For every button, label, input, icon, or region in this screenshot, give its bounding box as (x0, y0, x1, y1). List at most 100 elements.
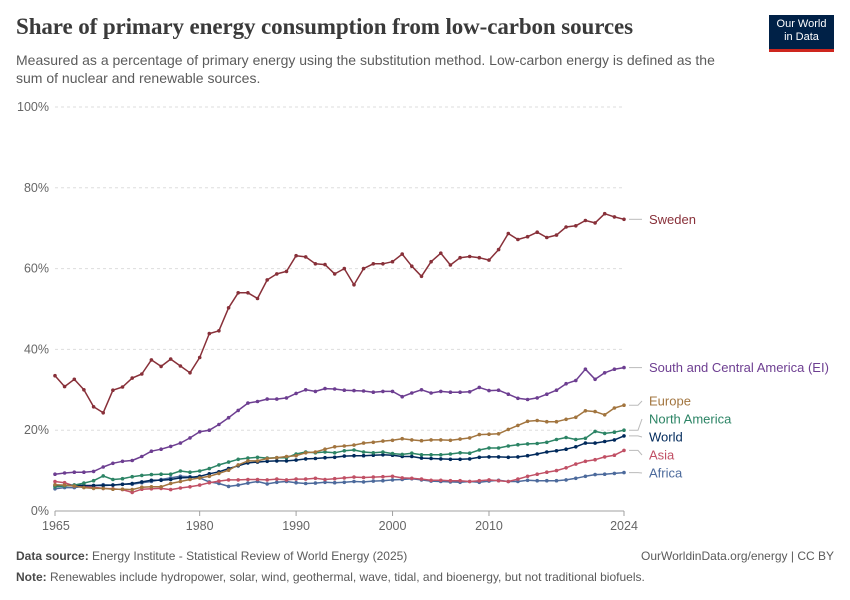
logo-line-1: Our World (776, 18, 827, 30)
data-point (159, 485, 163, 489)
data-point (246, 456, 250, 460)
data-point (525, 442, 530, 446)
data-point (91, 486, 96, 491)
data-point (332, 476, 337, 481)
data-point (197, 355, 202, 360)
data-point (506, 479, 511, 484)
series-label: South and Central America (EI) (649, 360, 829, 375)
data-point (574, 415, 578, 420)
data-point (602, 455, 607, 459)
data-point (207, 480, 212, 485)
data-point (477, 432, 482, 437)
data-point (612, 438, 617, 442)
data-point (400, 394, 405, 399)
data-point (197, 469, 202, 473)
data-point (448, 478, 453, 483)
data-point (535, 441, 539, 446)
data-point (188, 477, 192, 482)
data-point (400, 452, 405, 457)
data-point (564, 435, 568, 440)
data-point (91, 478, 96, 483)
data-point (149, 472, 154, 477)
data-point (506, 444, 511, 448)
data-point (419, 388, 424, 392)
data-point (265, 482, 270, 486)
data-source-label: Data source: (16, 549, 89, 563)
data-point (101, 483, 105, 488)
data-point (583, 409, 588, 413)
data-point (535, 396, 539, 400)
data-point (390, 451, 395, 456)
data-point (622, 428, 626, 433)
data-point (53, 373, 57, 378)
data-point (72, 484, 77, 488)
source-link[interactable]: OurWorldinData.org/energy | CC BY (641, 549, 834, 563)
data-point (72, 377, 77, 382)
data-point (246, 459, 250, 463)
data-point (140, 473, 144, 478)
data-point (545, 470, 549, 475)
label-connector (629, 435, 643, 438)
chart-title: Share of primary energy consumption from… (16, 14, 633, 39)
data-point (400, 252, 405, 256)
data-point (265, 459, 270, 464)
data-point (612, 406, 617, 410)
data-point (487, 388, 491, 393)
data-point (130, 487, 134, 492)
data-point (207, 331, 212, 336)
data-point (352, 443, 356, 447)
data-point (448, 438, 453, 443)
data-point (400, 436, 405, 441)
data-point (622, 403, 626, 408)
data-point (467, 451, 472, 456)
data-point (342, 454, 347, 458)
data-point (168, 487, 173, 492)
data-point (178, 364, 183, 368)
data-point (111, 477, 115, 482)
data-point (361, 266, 366, 271)
data-point (390, 259, 395, 264)
data-point (487, 478, 491, 482)
data-point (352, 475, 356, 479)
data-point (352, 448, 356, 452)
data-point (313, 481, 318, 485)
data-point (622, 470, 626, 475)
data-point (602, 211, 607, 216)
data-point (429, 453, 433, 457)
data-point (236, 291, 240, 295)
data-point (381, 389, 385, 394)
data-point (91, 469, 96, 474)
owid-logo[interactable]: Our World in Data (769, 15, 834, 52)
data-point (72, 470, 77, 475)
data-point (487, 455, 491, 459)
data-point (284, 478, 289, 482)
data-point (458, 390, 462, 395)
data-point (130, 458, 134, 463)
data-point (120, 385, 125, 389)
data-point (564, 466, 568, 470)
data-point (91, 405, 96, 409)
data-point (294, 480, 298, 485)
data-point (303, 255, 308, 259)
data-point (361, 441, 366, 445)
data-point (313, 476, 318, 481)
data-point (381, 474, 385, 479)
data-point (429, 259, 433, 264)
data-point (236, 478, 240, 482)
data-point (439, 453, 443, 457)
data-point (53, 479, 57, 484)
data-point (419, 453, 424, 457)
note-text: Renewables include hydropower, solar, wi… (50, 570, 645, 584)
data-point (332, 387, 337, 391)
data-point (188, 485, 192, 489)
data-point (265, 456, 270, 461)
data-point (284, 459, 289, 463)
data-point (525, 419, 530, 424)
data-point (313, 262, 318, 266)
x-tick-label: 2024 (610, 519, 638, 533)
series-europe (53, 403, 626, 492)
data-point (352, 388, 356, 393)
data-point (467, 479, 472, 484)
data-point (111, 388, 115, 393)
data-point (583, 441, 588, 445)
